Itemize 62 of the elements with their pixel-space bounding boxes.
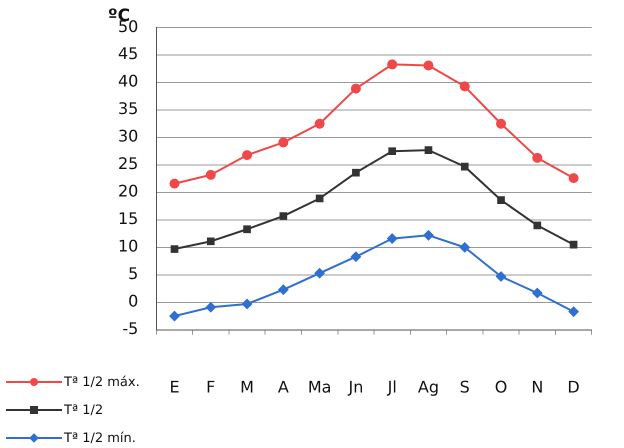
- point: [568, 173, 579, 184]
- point: [206, 302, 216, 312]
- x-tick-label: Ma: [308, 378, 332, 397]
- point: [423, 60, 434, 71]
- point: [532, 288, 542, 298]
- point: [280, 212, 288, 220]
- x-tick-label: O: [494, 378, 508, 397]
- point: [387, 234, 398, 244]
- point: [496, 272, 506, 282]
- x-tick-label: M: [240, 378, 254, 397]
- point: [423, 230, 434, 240]
- x-tick-label: E: [169, 378, 180, 397]
- point: [570, 240, 578, 248]
- point: [242, 298, 252, 309]
- point: [460, 162, 469, 170]
- y-tick-label: 40: [118, 72, 138, 91]
- point: [496, 118, 506, 129]
- point: [460, 81, 470, 92]
- x-tick-label: D: [567, 378, 580, 397]
- point: [278, 137, 288, 148]
- y-tick-label: 5: [128, 264, 138, 284]
- y-tick-label: 25: [118, 154, 138, 174]
- y-tick-label: 10: [118, 236, 138, 256]
- point: [206, 238, 215, 246]
- point: [278, 284, 288, 295]
- x-tick-label: Jn: [347, 378, 364, 397]
- point: [532, 152, 542, 163]
- y-tick-label: 15: [118, 209, 138, 228]
- point: [350, 84, 361, 94]
- point: [242, 150, 252, 160]
- x-tick-label: N: [531, 378, 544, 397]
- y-tick-label: 45: [118, 44, 138, 64]
- point: [424, 146, 432, 154]
- x-tick-label: Ag: [418, 378, 440, 397]
- point: [568, 306, 579, 317]
- x-tick-label: Jl: [386, 378, 397, 397]
- point: [314, 118, 325, 129]
- point: [243, 225, 251, 234]
- point: [170, 311, 180, 322]
- y-tick-label: 0: [128, 291, 138, 310]
- point: [387, 59, 398, 70]
- y-tick-label: 30: [118, 126, 138, 146]
- y-tick-label: -5: [122, 318, 138, 338]
- legend-label: Tª 1/2 mín.: [64, 430, 136, 446]
- legend-label: Tª 1/2: [64, 402, 104, 418]
- x-tick-label: A: [278, 378, 289, 397]
- point: [352, 168, 360, 176]
- point: [497, 196, 505, 204]
- y-tick-label: 35: [118, 99, 138, 118]
- x-tick-label: F: [206, 378, 216, 397]
- point: [314, 268, 325, 278]
- point: [170, 178, 180, 189]
- point: [170, 245, 178, 253]
- point: [533, 222, 542, 230]
- point: [316, 194, 324, 202]
- point: [460, 242, 470, 252]
- point: [350, 252, 361, 262]
- x-tick-label: S: [460, 378, 470, 397]
- point: [388, 147, 396, 156]
- point: [206, 170, 216, 180]
- legend-label: Tª 1/2 máx.: [64, 374, 140, 390]
- y-tick-label: 20: [118, 182, 138, 201]
